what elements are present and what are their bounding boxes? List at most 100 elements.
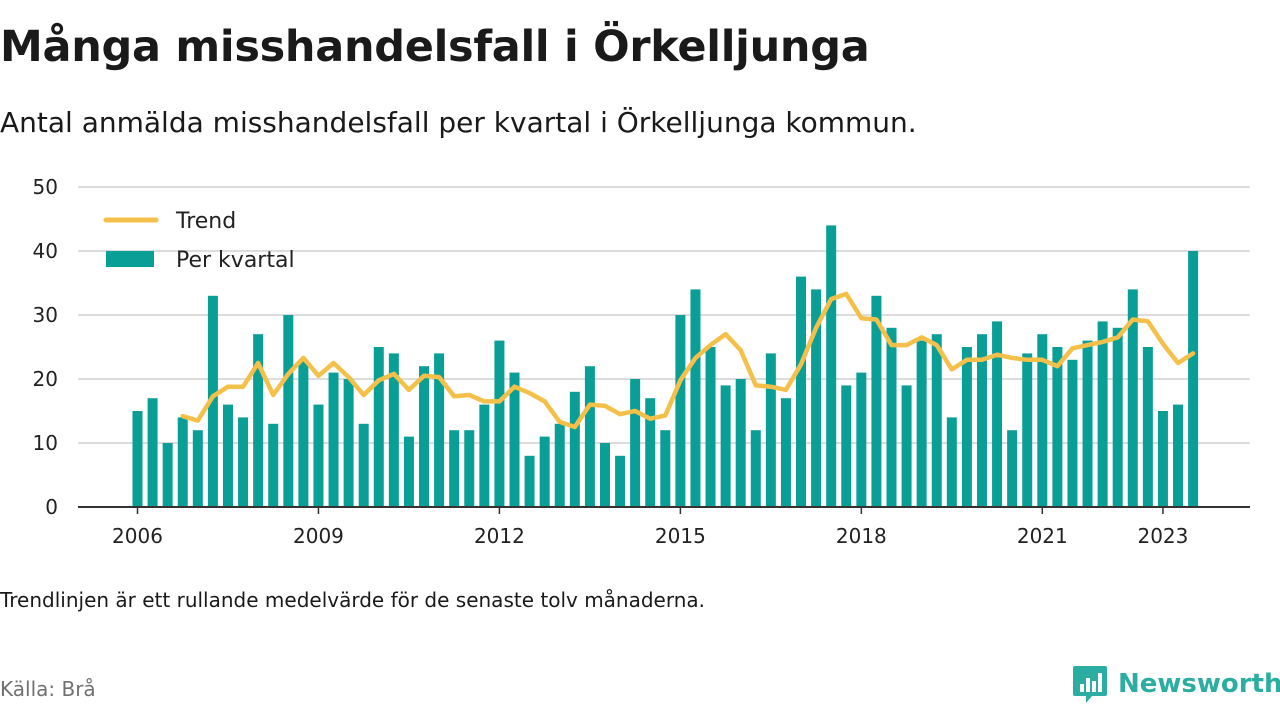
legend-swatch-bars: [106, 251, 154, 267]
bar: [313, 404, 324, 507]
bar: [735, 379, 746, 507]
bar: [992, 321, 1003, 507]
bar: [931, 334, 942, 507]
bar: [796, 276, 807, 507]
bar: [268, 423, 279, 507]
bar: [283, 315, 294, 507]
newsworthy-logo-icon: [1073, 666, 1107, 703]
bar: [419, 366, 430, 507]
bar: [615, 455, 626, 507]
bar: [705, 347, 716, 507]
bar: [1127, 289, 1138, 507]
bar: [976, 334, 987, 507]
bar: [147, 398, 158, 507]
bar: [765, 353, 776, 507]
bar: [328, 372, 339, 507]
bar: [916, 340, 927, 507]
bar: [946, 417, 957, 507]
bar: [645, 398, 656, 507]
bar: [1022, 353, 1033, 507]
bar: [856, 372, 867, 507]
chart-title: Många misshandelsfall i Örkelljunga: [0, 22, 870, 72]
bar: [675, 315, 686, 507]
x-tick-label: 2023: [1137, 524, 1188, 548]
trend-line: [180, 291, 1196, 430]
brand-logo: Newsworthy: [1072, 664, 1280, 704]
bar: [1067, 359, 1078, 507]
legend-label-bars: Per kvartal: [176, 248, 295, 273]
bar: [1007, 430, 1018, 507]
bar: [177, 417, 188, 507]
bar: [238, 417, 249, 507]
bar: [434, 353, 445, 507]
y-tick-label: 40: [33, 239, 58, 263]
x-tick-label: 2009: [293, 524, 344, 548]
bar: [1052, 347, 1063, 507]
bar: [479, 404, 490, 507]
legend: Trend Per kvartal: [103, 209, 295, 273]
bar: [253, 334, 264, 507]
bar: [403, 436, 414, 507]
bar: [494, 340, 505, 507]
bar: [464, 430, 475, 507]
y-tick-label: 30: [33, 303, 58, 327]
bar: [584, 366, 595, 507]
x-tick-label: 2015: [655, 524, 706, 548]
bar: [660, 430, 671, 507]
bar: [373, 347, 384, 507]
bar: [1037, 334, 1048, 507]
bar: [901, 385, 912, 507]
bar: [388, 353, 399, 507]
y-tick-label: 10: [33, 431, 58, 455]
source-note: Källa: Brå: [0, 677, 96, 701]
bar: [298, 359, 309, 507]
trend-series: [180, 291, 1196, 430]
bar: [811, 289, 822, 507]
bar: [1112, 327, 1123, 507]
footnote: Trendlinjen är ett rullande medelvärde f…: [0, 588, 706, 612]
y-tick-label: 50: [33, 175, 58, 199]
bar: [524, 455, 535, 507]
x-tick-label: 2018: [836, 524, 887, 548]
bar: [554, 423, 565, 507]
y-tick-label: 20: [33, 367, 58, 391]
bar: [539, 436, 550, 507]
bar: [132, 411, 143, 507]
bar: [1173, 404, 1184, 507]
chart-subtitle: Antal anmälda misshandelsfall per kvarta…: [0, 106, 917, 139]
bar: [192, 430, 203, 507]
bar: [599, 443, 610, 507]
bar: [1082, 340, 1093, 507]
bar: [1097, 321, 1108, 507]
bar: [750, 430, 761, 507]
axes: 0 10 20 30 40 50 2006 2009 2012 2015 2018 2021 2023: [33, 175, 1250, 548]
bar: [1188, 251, 1199, 507]
bar: [841, 385, 852, 507]
legend-label-trend: Trend: [175, 209, 236, 234]
bar: [509, 372, 520, 507]
bar: [886, 327, 897, 507]
x-tick-label: 2012: [474, 524, 525, 548]
bar: [630, 379, 641, 507]
bar: [358, 423, 369, 507]
x-tick-label: 2021: [1017, 524, 1068, 548]
bar: [826, 225, 837, 507]
bar: [871, 295, 882, 507]
bar: [690, 289, 701, 507]
bar: [1157, 411, 1168, 507]
bar: [162, 443, 173, 507]
bar: [343, 379, 354, 507]
bar: [720, 385, 731, 507]
bar: [780, 398, 791, 507]
y-tick-label: 0: [45, 495, 58, 519]
bar: [222, 404, 233, 507]
brand-name: Newsworthy: [1118, 669, 1280, 699]
bar: [1142, 347, 1153, 507]
bar: [207, 295, 218, 507]
bar: [449, 430, 460, 507]
bar: [961, 347, 972, 507]
bar-series: [132, 225, 1199, 507]
bar: [569, 391, 580, 507]
x-tick-label: 2006: [112, 524, 163, 548]
